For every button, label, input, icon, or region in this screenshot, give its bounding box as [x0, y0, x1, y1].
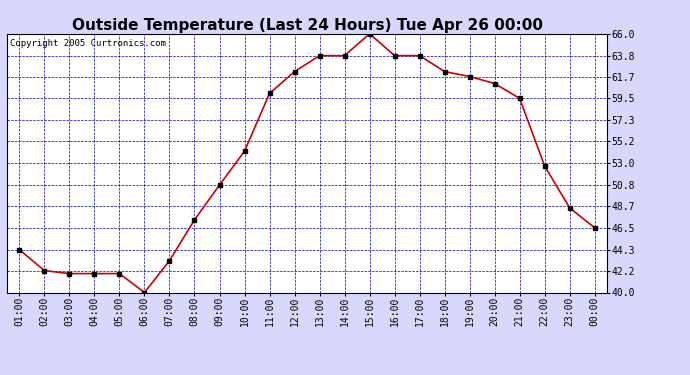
Title: Outside Temperature (Last 24 Hours) Tue Apr 26 00:00: Outside Temperature (Last 24 Hours) Tue … [72, 18, 542, 33]
Text: Copyright 2005 Curtronics.com: Copyright 2005 Curtronics.com [10, 39, 166, 48]
